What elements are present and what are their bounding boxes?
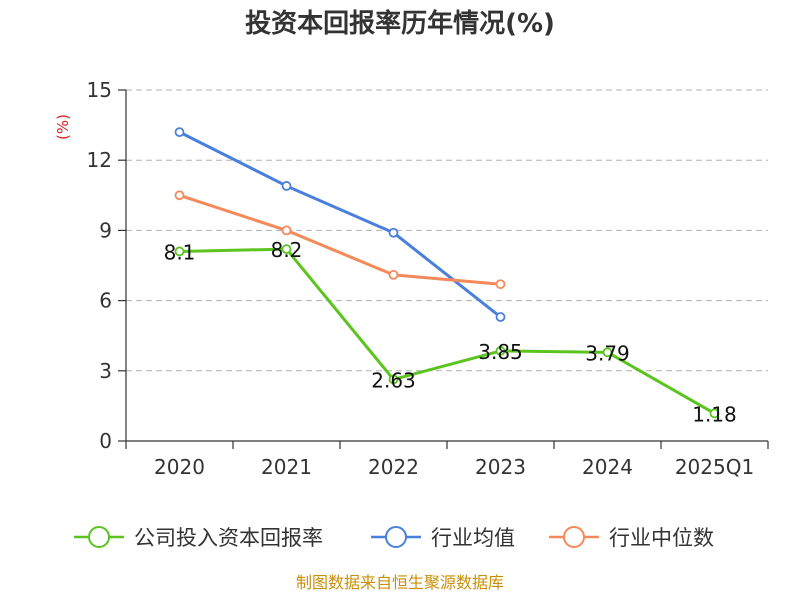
y-tick-label: 0 [99,429,112,453]
series-line [179,247,716,415]
data-label: 3.85 [478,340,523,364]
x-tick-label: 2022 [368,455,419,479]
x-tick-label: 2020 [154,455,205,479]
chart-title: 投资本回报率历年情况(%) [245,8,555,39]
legend-marker[interactable] [385,526,407,548]
data-point[interactable] [495,346,506,356]
data-point[interactable] [388,374,399,385]
data-label: 2.63 [371,368,416,392]
data-label: 3.79 [585,341,630,365]
data-point[interactable] [281,225,292,236]
data-point[interactable] [495,279,506,290]
data-labels: 8.1 8.2 2.63 3.85 3.79 1.18 [164,238,737,426]
data-label: 8.2 [271,238,303,262]
data-point[interactable] [709,408,720,419]
series-group [174,127,720,419]
legend-label[interactable]: 行业均值 [431,526,515,550]
y-tick-label: 6 [99,289,112,313]
legend-marker[interactable] [88,526,110,548]
series-line [179,193,501,286]
legend-label[interactable]: 公司投入资本回报率 [134,526,323,550]
y-tick-label: 15 [87,78,112,102]
legend-marker[interactable] [563,526,585,548]
y-tick-label: 9 [99,218,112,242]
data-point[interactable] [602,347,613,358]
data-point[interactable] [174,190,185,201]
x-tick-label: 2025Q1 [675,455,754,479]
data-point[interactable] [388,227,399,238]
data-label: 8.1 [164,240,196,264]
legend-label[interactable]: 行业中位数 [609,526,714,550]
data-point[interactable] [174,246,185,257]
source-note: 制图数据来自恒生聚源数据库 [296,573,504,592]
data-point[interactable] [174,127,185,138]
x-tick-label: 2023 [475,455,526,479]
y-tick-label: 3 [99,359,112,383]
data-point[interactable] [495,312,506,322]
data-point[interactable] [388,269,399,280]
data-point[interactable] [281,181,292,191]
x-tick-label: 2021 [261,455,312,479]
data-point[interactable] [281,244,292,255]
data-label: 1.18 [692,402,737,426]
legend[interactable]: 公司投入资本回报率 行业均值 行业中位数 [74,526,714,550]
grid-lines [126,89,768,372]
y-tick-label: 12 [87,148,112,172]
y-axis-label: (%) [54,114,72,140]
x-ticks: 2020 2021 2022 2023 2024 2025Q1 [125,441,769,479]
y-ticks: 0 3 6 9 12 15 [87,78,126,453]
x-tick-label: 2024 [582,455,633,479]
series-line [178,130,502,319]
